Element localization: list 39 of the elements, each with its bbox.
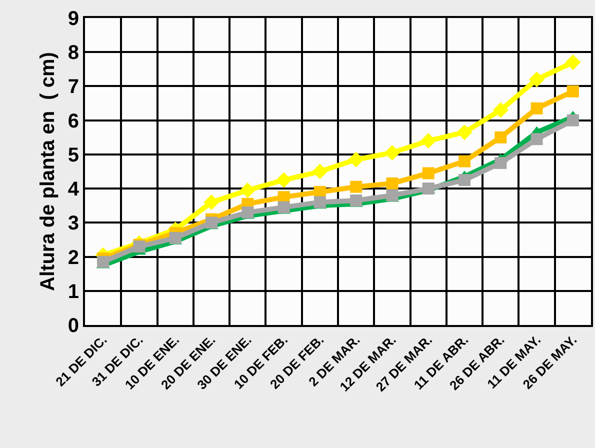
y-tick-label: 2 bbox=[68, 246, 79, 269]
point bbox=[566, 114, 579, 126]
point bbox=[278, 201, 290, 214]
y-tick-label: 7 bbox=[68, 76, 79, 98]
point bbox=[350, 194, 362, 206]
point bbox=[169, 232, 182, 244]
point bbox=[530, 102, 543, 114]
point bbox=[494, 131, 507, 144]
y-tick-label: 6 bbox=[68, 110, 79, 132]
point bbox=[204, 194, 220, 210]
y-tick-label: 1 bbox=[68, 280, 79, 303]
point bbox=[528, 72, 545, 88]
point bbox=[422, 167, 434, 180]
y-tick-label: 3 bbox=[68, 212, 79, 235]
y-tick-label: 5 bbox=[68, 144, 79, 166]
point bbox=[312, 164, 328, 180]
point bbox=[566, 85, 579, 98]
point bbox=[420, 133, 436, 149]
point bbox=[565, 54, 581, 70]
point bbox=[384, 144, 400, 161]
point bbox=[350, 180, 362, 193]
point bbox=[530, 133, 543, 146]
y-tick-label: 4 bbox=[68, 178, 80, 201]
point bbox=[492, 102, 508, 118]
point bbox=[386, 177, 398, 190]
y-tick-label: 0 bbox=[68, 315, 79, 337]
point bbox=[240, 182, 256, 198]
point bbox=[242, 206, 254, 218]
y-axis-title: Altura de planta en ( cm) bbox=[36, 52, 59, 291]
point bbox=[458, 174, 470, 186]
point bbox=[348, 152, 364, 168]
point bbox=[386, 189, 398, 202]
point bbox=[456, 124, 472, 140]
point bbox=[276, 172, 292, 188]
y-tick-label: 9 bbox=[68, 8, 79, 30]
point bbox=[494, 156, 507, 169]
point bbox=[458, 155, 470, 168]
y-tick-label: 8 bbox=[68, 42, 79, 64]
point bbox=[97, 256, 110, 268]
